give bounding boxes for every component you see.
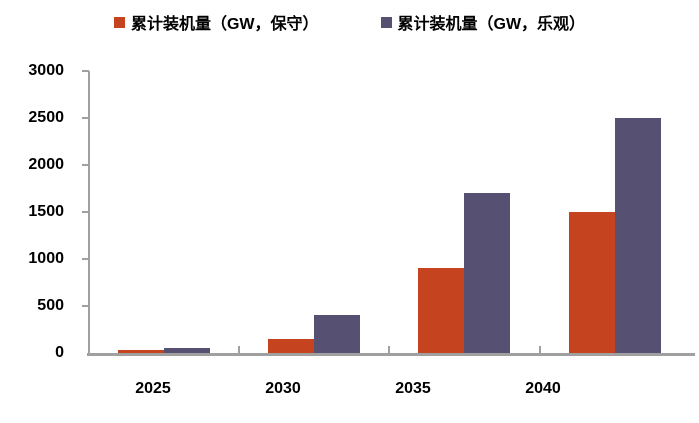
- bar-2040-optimistic: [615, 118, 661, 353]
- bar-2030-conservative: [268, 338, 314, 353]
- x-axis-label-2040: 2040: [525, 380, 561, 397]
- legend-swatch-optimistic-icon: [380, 16, 392, 28]
- legend-label-conservative: 累计装机量（GW，保守）: [130, 16, 319, 33]
- y-axis-label: 0: [55, 344, 64, 361]
- y-axis-label: 2500: [28, 109, 64, 126]
- legend-label-optimistic: 累计装机量（GW，乐观）: [397, 16, 586, 33]
- y-axis-label: 3000: [28, 62, 64, 79]
- y-axis-tick: [82, 258, 89, 260]
- bar-2035-optimistic: [464, 193, 510, 353]
- legend-item-optimistic: 累计装机量（GW，乐观）: [380, 10, 586, 34]
- legend-item-conservative: 累计装机量（GW，保守）: [113, 10, 319, 34]
- y-axis-tick: [82, 211, 89, 213]
- y-axis-label: 1500: [28, 203, 64, 220]
- x-axis-tick: [388, 346, 390, 353]
- x-axis-tick: [538, 346, 541, 353]
- bar-2040-conservative: [569, 212, 615, 353]
- y-axis-tick: [82, 164, 89, 166]
- y-axis: [88, 71, 90, 356]
- y-axis-tick: [82, 117, 89, 119]
- x-axis-label-2030: 2030: [265, 380, 301, 397]
- chart-legend: 累计装机量（GW，保守） 累计装机量（GW，乐观）: [0, 10, 699, 34]
- y-axis-tick: [82, 305, 89, 307]
- bar-2025-optimistic: [164, 348, 210, 353]
- x-axis-tick: [237, 346, 240, 353]
- y-axis-label: 1000: [28, 250, 64, 267]
- x-axis-label-2035: 2035: [395, 380, 431, 397]
- y-axis-label: 2000: [28, 156, 64, 173]
- x-axis-label-2025: 2025: [135, 380, 171, 397]
- y-axis-label: 500: [37, 297, 64, 314]
- legend-swatch-conservative-icon: [113, 16, 125, 28]
- bar-2030-optimistic: [314, 315, 360, 353]
- x-axis: [87, 353, 695, 356]
- y-axis-tick: [82, 70, 89, 72]
- bar-2035-conservative: [418, 268, 464, 353]
- bar-2025-conservative: [118, 350, 164, 353]
